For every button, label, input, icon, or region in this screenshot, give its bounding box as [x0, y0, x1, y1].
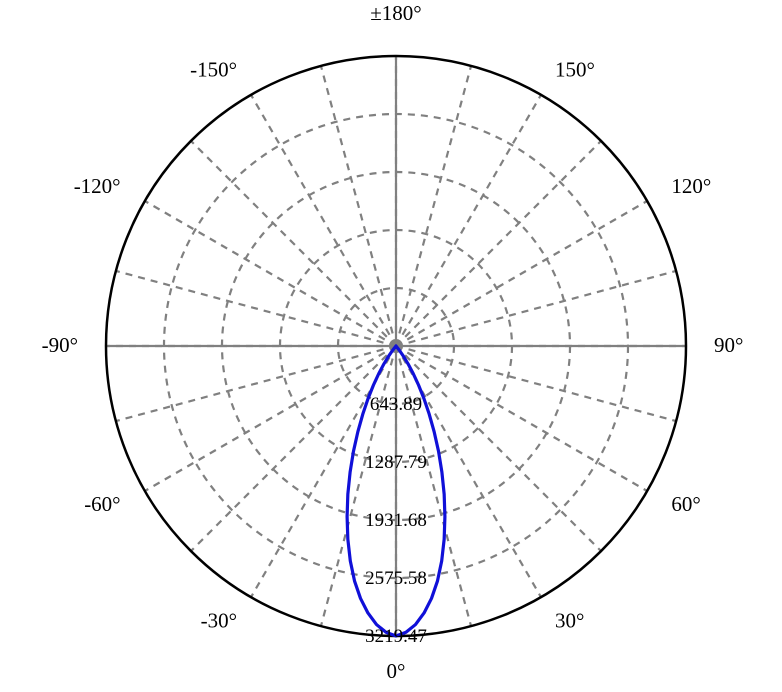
angle-label: 150°: [555, 58, 595, 82]
radial-tick-label: 2575.58: [365, 568, 427, 589]
radial-tick-label: 1931.68: [365, 510, 427, 531]
radial-tick-label: 3219.47: [365, 626, 427, 647]
polar-chart: 0° 30° 60° 90° 120° 150° ±180° -30° -60° -90° -120…: [0, 0, 782, 692]
radial-tick-label: 1287.79: [365, 452, 427, 473]
radial-tick-label: 643.89: [370, 394, 422, 415]
angle-label: -30°: [201, 608, 237, 632]
angle-label: -60°: [84, 492, 120, 516]
angle-label: 0°: [387, 659, 406, 683]
angle-label: 120°: [671, 174, 711, 198]
angle-label: -150°: [190, 58, 237, 82]
angle-label: -120°: [74, 174, 121, 198]
angle-label: 90°: [714, 333, 743, 357]
angle-label: ±180°: [370, 1, 421, 25]
angle-label: 60°: [671, 492, 700, 516]
angle-label: 30°: [555, 608, 584, 632]
angle-label: -90°: [42, 333, 78, 357]
